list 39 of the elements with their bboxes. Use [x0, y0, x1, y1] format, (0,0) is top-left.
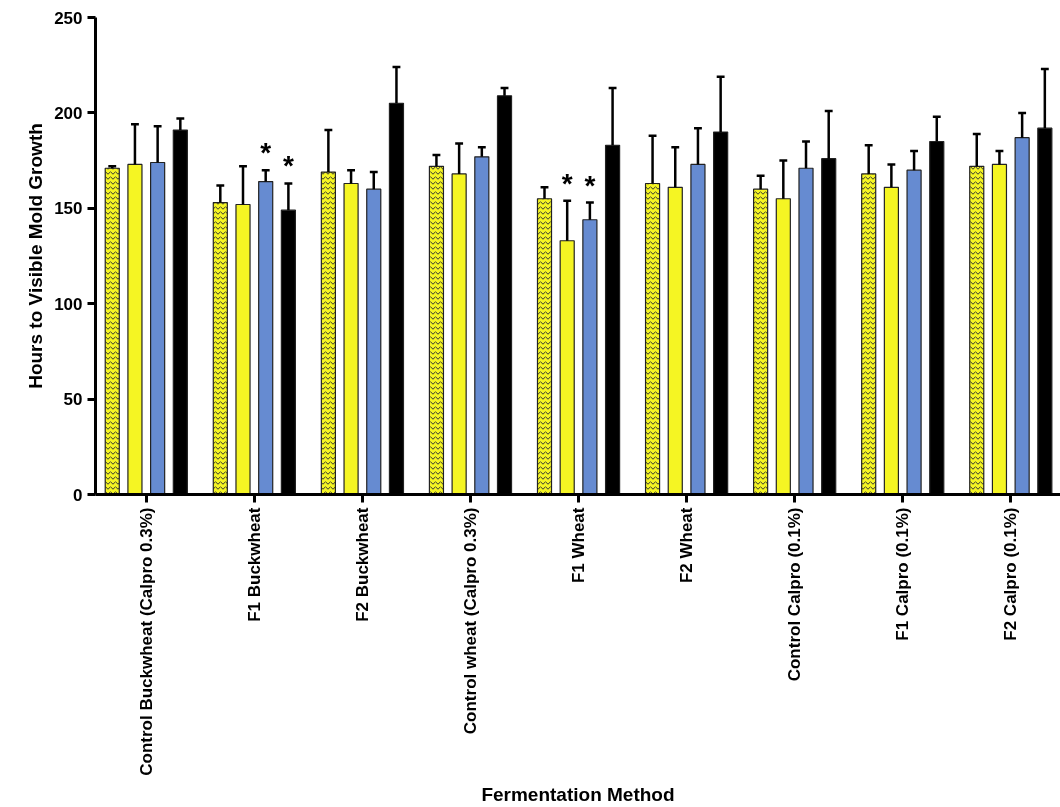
- bar: [127, 163, 143, 495]
- x-tick-label: Control Buckwheat (Calpro 0.3%): [136, 507, 156, 776]
- bar: [991, 163, 1008, 495]
- bar: [667, 186, 683, 495]
- x-axis-title: Fermentation Method: [481, 783, 675, 805]
- data-label: *: [260, 137, 272, 169]
- y-tick-label: 200: [54, 103, 83, 123]
- y-tick-label: 0: [73, 485, 83, 505]
- y-tick-label: 250: [54, 8, 83, 28]
- data-label: *: [584, 169, 596, 201]
- y-axis-title: Hours to Visible Mold Growth: [25, 123, 47, 389]
- bar: [582, 219, 598, 495]
- bar: [150, 161, 166, 495]
- bar: [906, 169, 922, 495]
- bar: [235, 203, 251, 495]
- x-tick-label: F1 Buckwheat: [244, 507, 264, 622]
- bar: [258, 180, 274, 495]
- bar: [883, 186, 900, 495]
- y-tick-label: 100: [54, 294, 83, 314]
- x-tick-label: F2 Buckwheat: [352, 507, 372, 622]
- bar: [343, 182, 359, 495]
- bar: [690, 163, 706, 495]
- bar: [474, 156, 490, 495]
- x-tick-label: F2 Wheat: [677, 507, 697, 584]
- data-label: *: [561, 167, 573, 199]
- y-tick-label: 150: [54, 199, 83, 219]
- bar: [775, 198, 791, 495]
- x-tick-label: F1 Wheat: [569, 507, 589, 584]
- x-tick-label: F1 Calpro (0.1%): [893, 507, 913, 641]
- bar: [366, 188, 382, 495]
- x-tick-label: F2 Calpro (0.1%): [1001, 507, 1021, 641]
- bar: [1014, 137, 1030, 495]
- y-tick-label: 50: [63, 390, 83, 410]
- x-tick-label: Control Calpro (0.1%): [785, 507, 805, 682]
- bar: [451, 173, 467, 495]
- data-label: *: [282, 150, 294, 182]
- bar: [559, 240, 575, 495]
- bar: [798, 167, 814, 495]
- x-tick-label: Control wheat (Calpro 0.3%): [460, 507, 480, 735]
